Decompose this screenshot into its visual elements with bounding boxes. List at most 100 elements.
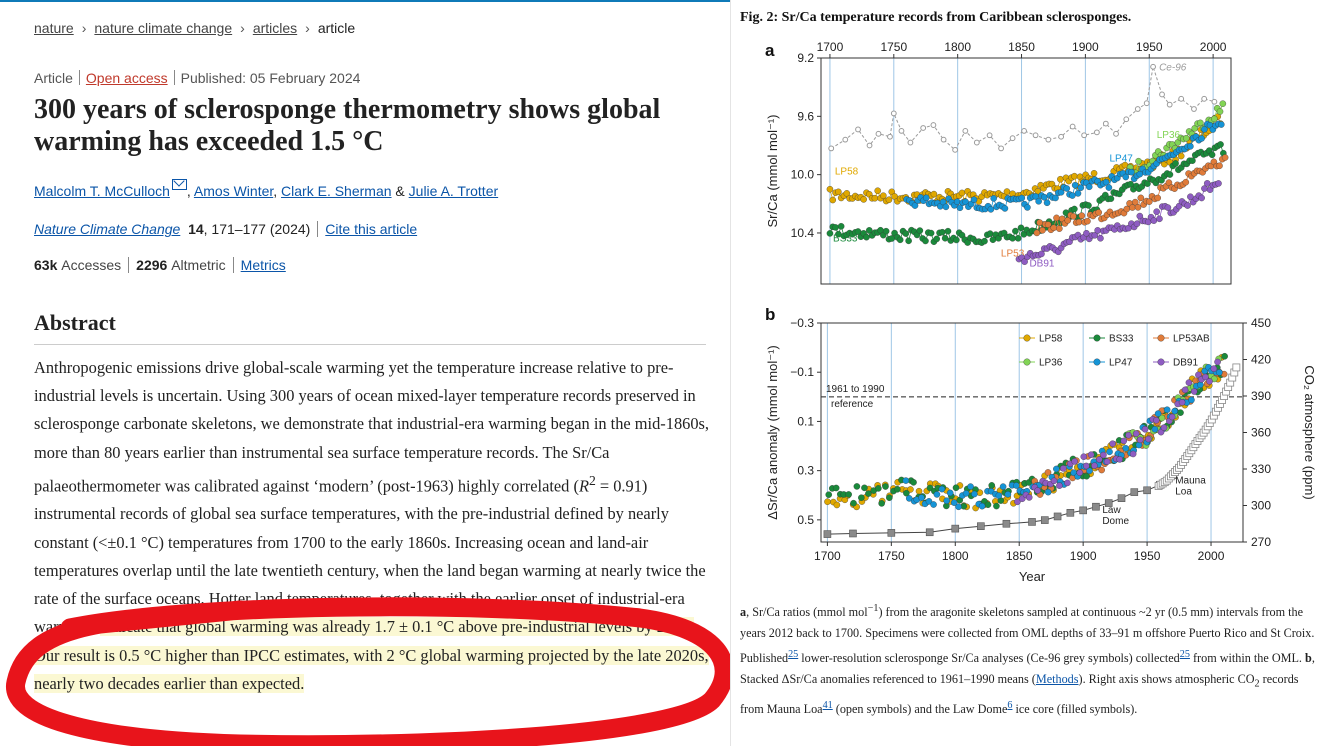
series-law-dome [823, 471, 1177, 538]
data-point [880, 192, 887, 199]
data-point [1098, 466, 1105, 474]
data-point [1131, 198, 1139, 206]
data-point [1182, 178, 1190, 186]
journal-citation: Nature Climate Change 14, 171–177 (2024)… [34, 221, 417, 237]
data-point [1056, 225, 1063, 232]
reference-link[interactable]: 41 [822, 699, 833, 711]
data-point [825, 491, 833, 498]
data-point [926, 484, 934, 492]
data-point [1125, 431, 1132, 439]
breadcrumb-nature-climate-change[interactable]: nature climate change [94, 20, 233, 36]
data-point [1197, 381, 1204, 389]
mail-icon[interactable] [171, 179, 187, 190]
plot-frame [820, 57, 1232, 285]
data-point [1177, 152, 1185, 160]
data-point [1035, 198, 1042, 205]
data-point [902, 477, 910, 484]
data-point [1069, 123, 1076, 130]
data-point [916, 227, 924, 234]
article-metrics: 63k Accesses 2296 Altmetric Metrics [34, 257, 286, 273]
reference-label: 1961 to 1990 [826, 384, 885, 395]
data-point [1136, 436, 1144, 444]
data-point [1085, 202, 1092, 209]
open-access-link[interactable]: Open access [85, 70, 168, 86]
data-point [849, 529, 857, 538]
y-tick-label: 9.2 [797, 51, 814, 65]
data-point [875, 485, 882, 492]
data-point [1191, 106, 1197, 112]
data-point [1056, 482, 1063, 489]
data-point [1079, 506, 1087, 515]
data-point [1075, 218, 1083, 226]
series-label: LP36 [1157, 130, 1181, 141]
data-point [1154, 410, 1162, 417]
data-point [1181, 386, 1189, 394]
author-link[interactable]: Clark E. Sherman [281, 183, 392, 199]
series-label: LP47 [1109, 154, 1133, 165]
data-point [1232, 363, 1241, 372]
data-point [1158, 414, 1166, 422]
panel-label: a [765, 41, 775, 60]
author-link[interactable]: Amos Winter [193, 183, 274, 199]
data-point [1032, 132, 1039, 139]
reference-link[interactable]: 25 [1179, 649, 1190, 661]
data-point [1102, 178, 1110, 186]
data-point [824, 498, 831, 506]
data-point [973, 139, 980, 146]
data-point [1033, 229, 1041, 237]
data-point [952, 484, 960, 492]
data-point [1197, 119, 1204, 127]
data-point [958, 189, 966, 197]
reference-link[interactable]: 25 [788, 649, 799, 661]
data-point [1201, 126, 1208, 133]
data-point [894, 485, 901, 493]
data-point [1216, 162, 1223, 170]
data-point [1168, 413, 1176, 421]
data-point [1190, 388, 1198, 395]
data-point [875, 130, 882, 137]
legend-entry: LP53AB [1173, 334, 1210, 345]
figure-chart: a 1700 1750 1800 1850 1900 1950 2000 9.2 9.6 10.0 1… [765, 40, 1317, 584]
data-point [1153, 417, 1160, 424]
series-label: BS33 [833, 234, 858, 245]
data-point [1050, 224, 1057, 232]
data-point [1157, 428, 1165, 436]
cite-this-article-link[interactable]: Cite this article [325, 221, 418, 237]
data-point [1217, 141, 1224, 148]
data-point [1040, 516, 1049, 524]
data-point [1129, 450, 1137, 458]
journal-link[interactable]: Nature Climate Change [34, 221, 181, 237]
data-point [860, 196, 867, 203]
data-point [1014, 235, 1022, 242]
data-point [943, 497, 950, 505]
author-link[interactable]: Malcolm T. McCulloch [34, 183, 170, 199]
x-tick-label: 1950 [1136, 40, 1163, 54]
breadcrumb: nature › nature climate change › articles › ar… [34, 20, 355, 36]
breadcrumb-articles[interactable]: articles [252, 20, 298, 36]
legend-entry: BS33 [1109, 334, 1134, 345]
data-point [1164, 204, 1172, 211]
breadcrumb-nature[interactable]: nature [34, 20, 74, 36]
data-point [1021, 128, 1027, 134]
abstract-text: Anthropogenic emissions drive global-sca… [34, 358, 710, 693]
data-point [1135, 157, 1142, 165]
metrics-link[interactable]: Metrics [240, 257, 286, 273]
data-point [1219, 100, 1227, 107]
data-point [1178, 95, 1185, 102]
data-point [910, 479, 917, 486]
published-date: Published: 05 February 2024 [180, 70, 361, 86]
data-point [1094, 227, 1101, 234]
data-point [970, 196, 978, 203]
author-link[interactable]: Julie A. Trotter [408, 183, 499, 199]
accesses-count: 63k [34, 257, 58, 273]
x-tick-label: 1750 [880, 40, 907, 54]
author-list: Malcolm T. McCulloch, Amos Winter, Clark… [34, 179, 498, 199]
article-title: 300 years of sclerosponge thermometry sh… [34, 94, 661, 157]
data-point [1201, 95, 1208, 102]
methods-link[interactable]: Methods [1035, 672, 1079, 687]
data-point [1122, 445, 1130, 452]
reference-link[interactable]: 6 [1007, 699, 1013, 711]
data-point [1084, 217, 1091, 225]
data-point [823, 530, 832, 538]
data-point [977, 522, 985, 530]
